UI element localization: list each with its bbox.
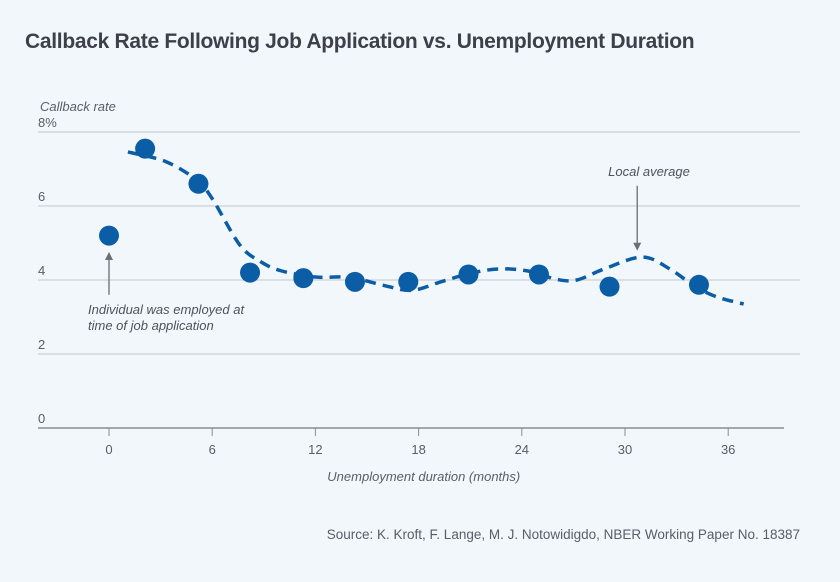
data-point <box>99 225 119 246</box>
x-tick-label: 12 <box>308 442 322 457</box>
annotation-employed-text: time of job application <box>88 318 214 333</box>
data-point <box>188 173 209 194</box>
data-point <box>240 262 261 283</box>
callback-rate-series <box>99 138 709 297</box>
x-tick-label: 36 <box>721 442 735 457</box>
y-tick-label: 2 <box>38 337 45 352</box>
annotation-employed-text: Individual was employed at <box>88 302 245 317</box>
local-average-line <box>127 150 745 306</box>
data-point <box>458 264 479 285</box>
x-axis: 0 6 12 18 24 30 36 <box>38 427 784 457</box>
y-axis-title: Callback rate <box>40 99 116 114</box>
data-point <box>688 274 709 295</box>
annotation-local-average-text: Local average <box>608 164 690 179</box>
gridlines: 0 2 4 6 8% <box>38 115 800 426</box>
x-tick-label: 18 <box>411 442 425 457</box>
local-average-series <box>127 150 745 306</box>
data-point <box>398 271 419 292</box>
source-note: Source: K. Kroft, F. Lange, M. J. Notowi… <box>326 527 800 542</box>
x-axis-title: Unemployment duration (months) <box>327 469 520 484</box>
y-tick-label: 6 <box>38 189 45 204</box>
y-tick-label: 8% <box>38 115 57 130</box>
data-point <box>529 264 549 285</box>
x-tick-label: 30 <box>618 442 632 457</box>
x-tick-label: 0 <box>105 442 112 457</box>
data-point <box>135 138 156 159</box>
x-tick-label: 24 <box>515 442 529 457</box>
y-tick-label: 0 <box>38 411 45 426</box>
data-point <box>293 268 314 289</box>
y-tick-label: 4 <box>38 263 45 278</box>
data-point <box>599 276 620 297</box>
chart-title: Callback Rate Following Job Application … <box>25 30 695 53</box>
x-tick-label: 6 <box>209 442 216 457</box>
data-point <box>344 271 365 292</box>
